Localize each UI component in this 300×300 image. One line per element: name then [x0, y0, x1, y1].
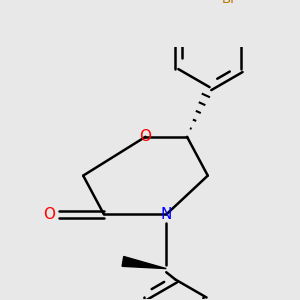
Polygon shape — [122, 256, 166, 268]
Text: N: N — [160, 207, 172, 222]
Text: O: O — [43, 207, 55, 222]
Text: O: O — [140, 129, 152, 144]
Text: Br: Br — [221, 0, 236, 6]
